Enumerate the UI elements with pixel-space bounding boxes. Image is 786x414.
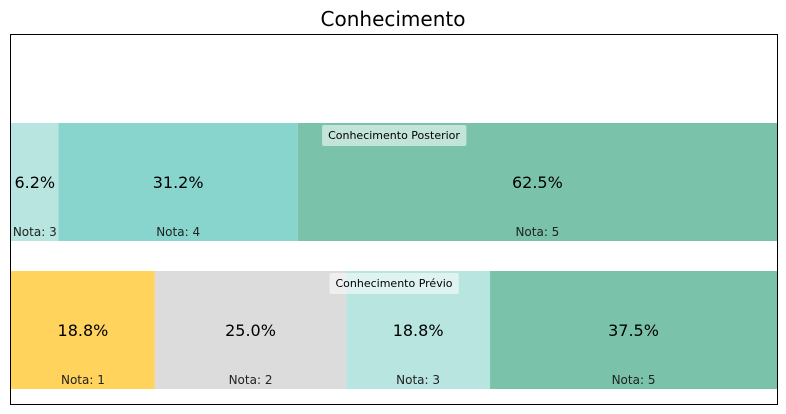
segment-nota-label: Nota: 5 <box>612 373 656 387</box>
segment-nota-label: Nota: 1 <box>61 373 105 387</box>
bar-segment <box>490 271 777 389</box>
segment-value-label: 62.5% <box>512 173 563 192</box>
segment-value-label: 6.2% <box>14 173 55 192</box>
bar-segment <box>11 271 155 389</box>
bars-group: 18.8% Nota: 1 25.0% Nota: 2 18.8% Nota: 3 37.5… <box>11 123 777 389</box>
row-label-box <box>329 273 459 294</box>
row-label: Conhecimento Prévio <box>335 277 452 290</box>
segment-value-label: 37.5% <box>608 321 659 340</box>
chart-title: Conhecimento <box>321 7 466 31</box>
segment-nota-label: Nota: 3 <box>13 225 57 239</box>
segment-nota-label: Nota: 4 <box>156 225 200 239</box>
segment-value-label: 25.0% <box>225 321 276 340</box>
segment-value-label: 18.8% <box>393 321 444 340</box>
plot-frame <box>10 34 778 405</box>
segment-value-label: 18.8% <box>58 321 109 340</box>
bar-segment <box>11 123 59 241</box>
segment-nota-label: Nota: 2 <box>229 373 273 387</box>
bar-segment <box>154 271 347 389</box>
bar-segment <box>58 123 298 241</box>
row-label: Conhecimento Posterior <box>328 129 460 142</box>
row-label-box <box>322 125 467 146</box>
segment-nota-label: Nota: 3 <box>396 373 440 387</box>
segment-value-label: 31.2% <box>153 173 204 192</box>
segment-nota-label: Nota: 5 <box>515 225 559 239</box>
